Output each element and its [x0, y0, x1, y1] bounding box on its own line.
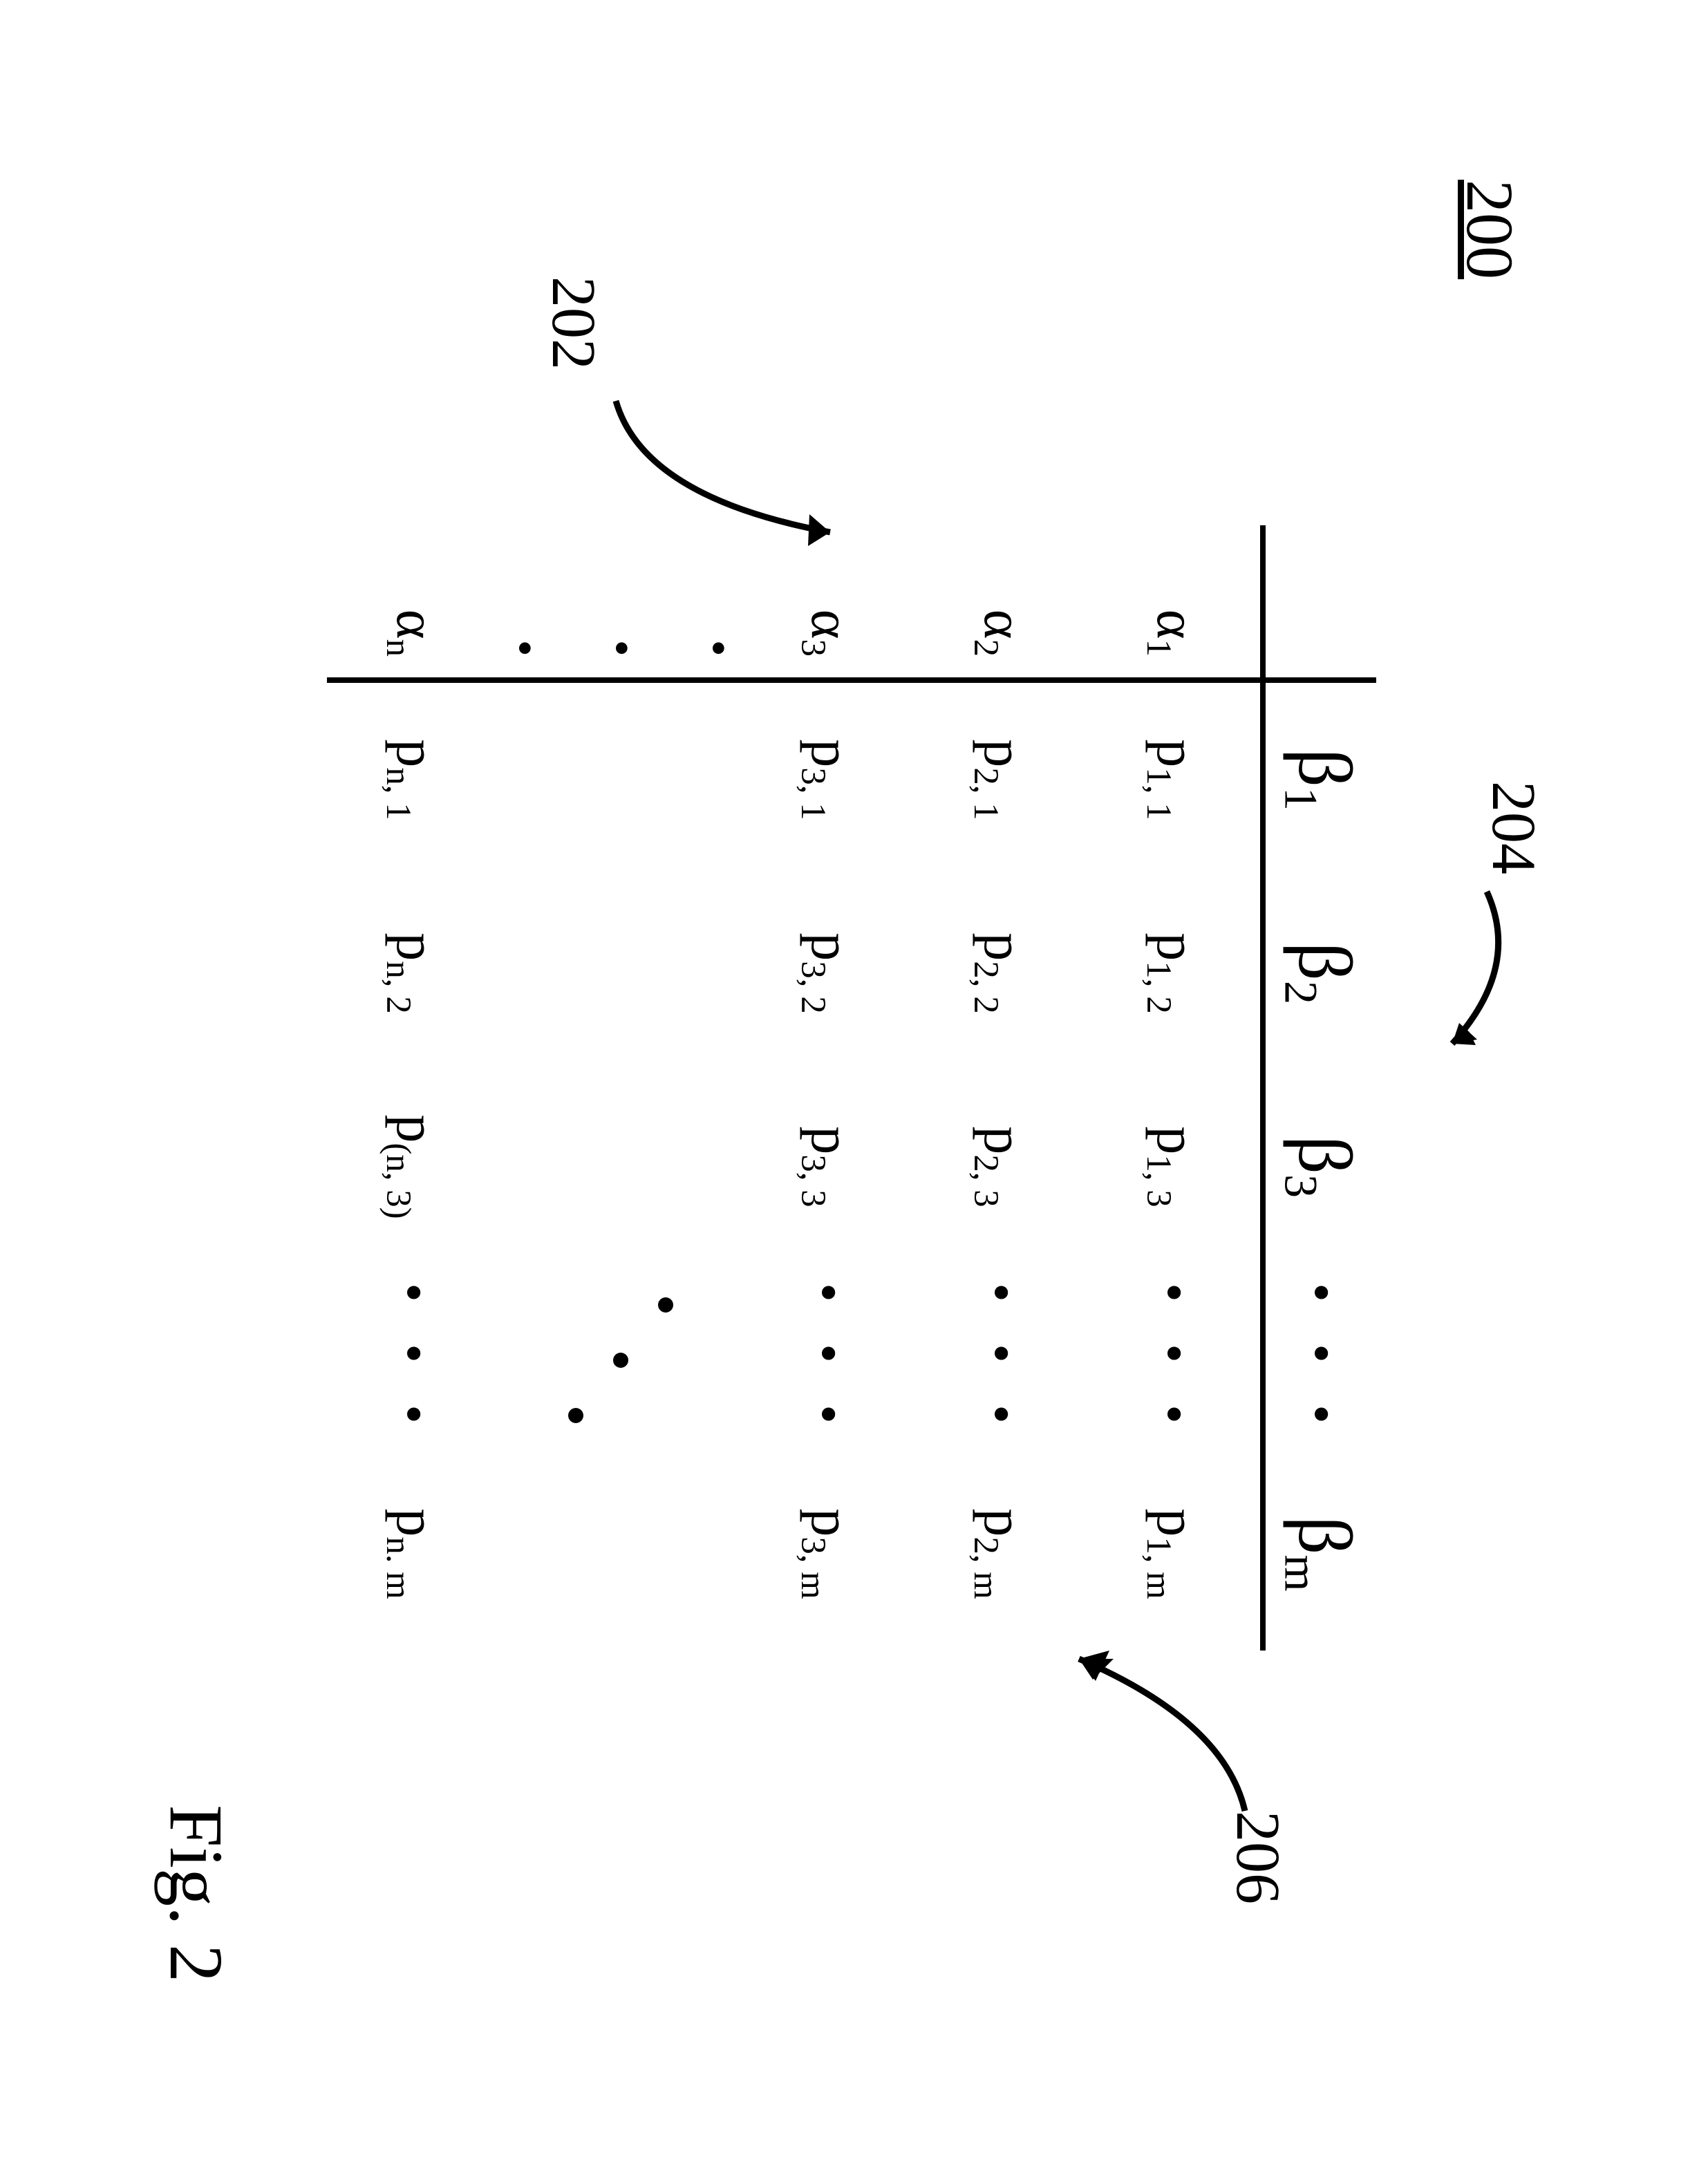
row-header-vdots: ••• — [500, 525, 742, 680]
col-header-beta-1: β1 — [1263, 680, 1376, 876]
cell-n-2: pn, 2 — [327, 876, 500, 1070]
cell-1-m: p1, m — [1087, 1457, 1263, 1651]
cell-2-m: p2, m — [914, 1457, 1087, 1651]
annotation-206-arrow — [1058, 1638, 1266, 1818]
data-row-3: α3 p3, 1 p3, 2 p3, 3 • • • p3, m — [742, 525, 914, 1651]
col-header-beta-m: βm — [1263, 1457, 1376, 1651]
data-row-1: α1 p1, 1 p1, 2 p1, 3 • • • p1, m — [1087, 525, 1263, 1651]
row-header-alpha-1: α1 — [1087, 525, 1263, 680]
col-header-beta-2: β2 — [1263, 876, 1376, 1070]
col-header-dots: • • • — [1263, 1263, 1376, 1457]
cell-n-1: pn, 1 — [327, 680, 500, 876]
data-row-2: α2 p2, 1 p2, 2 p2, 3 • • • p2, m — [914, 525, 1087, 1651]
col-header-beta-3: β3 — [1263, 1070, 1376, 1263]
annotation-206-label: 206 — [1222, 1811, 1293, 1904]
annotation-204-label: 204 — [1478, 781, 1549, 874]
row-header-alpha-n: αn — [327, 525, 500, 680]
cell-dots-2 — [500, 876, 742, 1070]
cell-diag-dots — [500, 1263, 742, 1457]
cell-1-dots: • • • — [1087, 1263, 1263, 1457]
cell-2-dots: • • • — [914, 1263, 1087, 1457]
row-header-alpha-2: α2 — [914, 525, 1087, 680]
figure-caption: Fig. 2 — [152, 1805, 240, 1982]
cell-1-1: p1, 1 — [1087, 680, 1263, 876]
page: 200 204 202 206 β1 — [0, 0, 1708, 2162]
cell-1-3: p1, 3 — [1087, 1070, 1263, 1263]
dots-row: ••• — [500, 525, 742, 1651]
cell-2-2: p2, 2 — [914, 876, 1087, 1070]
data-row-n: αn pn, 1 pn, 2 p(n, 3) • • • pn. m — [327, 525, 500, 1651]
matrix-table: β1 β2 β3 • • • βm α1 — [327, 525, 1376, 1651]
cell-n-3: p(n, 3) — [327, 1070, 500, 1263]
row-header-alpha-3: α3 — [742, 525, 914, 680]
annotation-204-arrow — [1418, 885, 1528, 1064]
figure-id: 200 — [1452, 180, 1528, 279]
cell-3-1: p3, 1 — [742, 680, 914, 876]
cell-3-m: p3, m — [742, 1457, 914, 1651]
cell-2-3: p2, 3 — [914, 1070, 1087, 1263]
annotation-202-label: 202 — [538, 276, 609, 370]
corner-blank — [1263, 525, 1376, 680]
cell-n-dots: • • • — [327, 1263, 500, 1457]
column-header-row: β1 β2 β3 • • • βm — [1263, 525, 1376, 1651]
cell-3-dots: • • • — [742, 1263, 914, 1457]
cell-2-1: p2, 1 — [914, 680, 1087, 876]
cell-3-3: p3, 3 — [742, 1070, 914, 1263]
cell-dots-1 — [500, 680, 742, 876]
cell-n-m: pn. m — [327, 1457, 500, 1651]
cell-1-2: p1, 2 — [1087, 876, 1263, 1070]
cell-dots-3 — [500, 1070, 742, 1263]
cell-3-2: p3, 2 — [742, 876, 914, 1070]
figure-landscape: 200 204 202 206 β1 — [0, 0, 1708, 2162]
cell-dots-m — [500, 1457, 742, 1651]
